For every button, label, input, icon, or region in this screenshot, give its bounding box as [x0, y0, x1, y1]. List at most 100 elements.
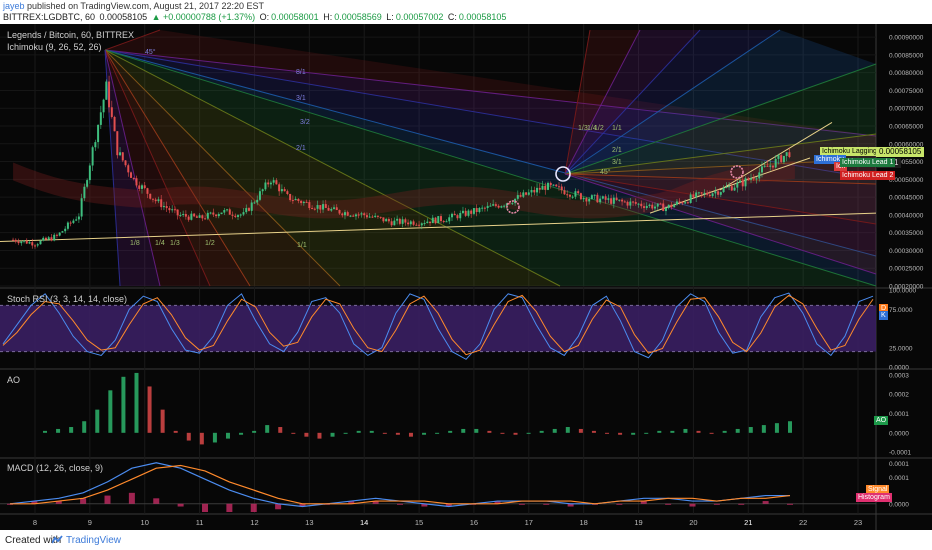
candle-body — [330, 208, 333, 211]
stoch-rsi-legend[interactable]: Stoch RSI (3, 3, 14, 14, close) — [7, 294, 128, 304]
macd-histogram-bar — [689, 503, 696, 507]
ao-bar — [108, 390, 113, 433]
candle-body — [239, 214, 242, 216]
ao-bar — [95, 409, 100, 433]
candle-body — [217, 214, 220, 217]
candle-body — [549, 182, 552, 186]
chart-area[interactable]: 8 9 10 11 12 13 14 15 16 17 18 19 20 21 22 23 0.00090000… — [0, 24, 932, 530]
candle-body — [23, 240, 26, 242]
stoch-tick-label: 100.0000 — [889, 288, 916, 295]
candle-body — [124, 160, 127, 166]
candle-body — [237, 215, 240, 217]
macd-histogram-bar — [202, 503, 208, 512]
candle-body — [461, 210, 464, 214]
candle-body — [626, 201, 629, 206]
candle-body — [536, 187, 539, 193]
candle-body — [637, 203, 640, 205]
macd-histogram-bar — [250, 503, 257, 512]
price-tick-label: 0.00035000 — [889, 230, 924, 237]
candle-body — [519, 195, 522, 197]
macd-histogram-bar — [372, 501, 379, 504]
gann-fan-label: 1/1 — [612, 125, 622, 132]
candle-body — [486, 205, 489, 209]
symbol-label[interactable]: BITTREX:LGDBTC, 60 — [3, 12, 96, 22]
candle-body — [176, 209, 179, 216]
candle-body — [615, 197, 618, 201]
author-link[interactable]: jayeb — [3, 1, 25, 11]
candle-body — [492, 204, 495, 206]
ao-bar — [591, 430, 596, 433]
macd-legend[interactable]: MACD (12, 26, close, 9) — [7, 463, 104, 473]
ao-bar — [147, 386, 152, 433]
ao-bar — [356, 430, 361, 433]
candle-body — [758, 172, 761, 179]
candle-body — [585, 197, 588, 202]
ichimoku-legend[interactable]: Ichimoku (9, 26, 52, 26) — [7, 42, 102, 52]
candle-body — [555, 184, 558, 187]
footer: Created with TradingView — [0, 530, 932, 550]
candle-body — [234, 215, 237, 217]
open-label: O: — [259, 12, 270, 22]
ao-bar — [709, 432, 714, 434]
x-tick-label: 16 — [470, 518, 478, 527]
x-tick-label: 23 — [854, 518, 862, 527]
candle-body — [560, 186, 563, 191]
candle-body — [415, 224, 418, 226]
chart-canvas[interactable]: 8 9 10 11 12 13 14 15 16 17 18 19 20 21 22 23 0.00090000… — [0, 24, 932, 530]
gann-fan-label: 45° — [145, 48, 156, 56]
candle-body — [544, 185, 547, 190]
macd-histogram-bar — [104, 495, 111, 504]
candle-body — [162, 206, 165, 208]
candle-body — [747, 178, 750, 180]
ao-bar — [461, 428, 466, 433]
stoch-k-line — [2, 292, 874, 360]
candle-body — [168, 208, 171, 211]
candle-body — [72, 220, 75, 223]
candle-body — [86, 180, 89, 187]
candle-body — [261, 189, 264, 192]
candle-body — [752, 178, 755, 180]
price-tick-label: 0.00065000 — [889, 124, 924, 131]
candle-body — [385, 219, 388, 222]
macd-histogram-bar — [128, 492, 135, 504]
gann-fan-label: 45° — [600, 168, 611, 176]
candle-body — [467, 210, 470, 216]
candle-body — [577, 191, 580, 194]
price-tick-label: 0.00080000 — [889, 70, 924, 77]
gann-fan-label: 1/8 — [130, 240, 140, 247]
tradingview-link[interactable]: TradingView — [66, 535, 122, 546]
candle-body — [711, 193, 714, 197]
candle-body — [17, 241, 20, 244]
ao-bar — [631, 432, 636, 435]
x-tick-label: 8 — [33, 518, 37, 527]
macd-histogram-bar — [738, 503, 745, 505]
ao-bar — [657, 430, 662, 433]
candle-body — [206, 212, 209, 219]
macd-histogram-bar — [616, 503, 623, 505]
candle-body — [464, 210, 467, 216]
macd-histogram-bar — [31, 501, 38, 504]
macd-histogram-bar — [55, 501, 62, 504]
stoch-k-tag: K — [879, 311, 888, 320]
candle-body — [154, 199, 157, 202]
candle-body — [760, 166, 763, 173]
price-pane-legend[interactable]: Legends / Bitcoin, 60, BITTREX — [7, 30, 135, 40]
candle-body — [311, 208, 314, 210]
ao-bar — [160, 409, 165, 433]
ao-bar — [735, 428, 740, 433]
candle-body — [50, 237, 53, 241]
macd-histogram-bar — [397, 503, 403, 505]
candle-body — [20, 241, 23, 244]
candle-body — [623, 201, 626, 203]
ao-legend[interactable]: AO — [7, 375, 21, 385]
ao-bar — [774, 423, 779, 433]
last-price: 0.00058105 — [99, 12, 148, 22]
candle-body — [533, 189, 536, 193]
x-tick-label: 18 — [579, 518, 587, 527]
ichimoku-base-tag: Ichimoku — [814, 155, 847, 164]
close-value: 0.00058105 — [458, 12, 507, 22]
candle-body — [780, 155, 783, 163]
candle-body — [110, 107, 113, 117]
candle-body — [190, 213, 193, 220]
low-label: L: — [386, 12, 394, 22]
